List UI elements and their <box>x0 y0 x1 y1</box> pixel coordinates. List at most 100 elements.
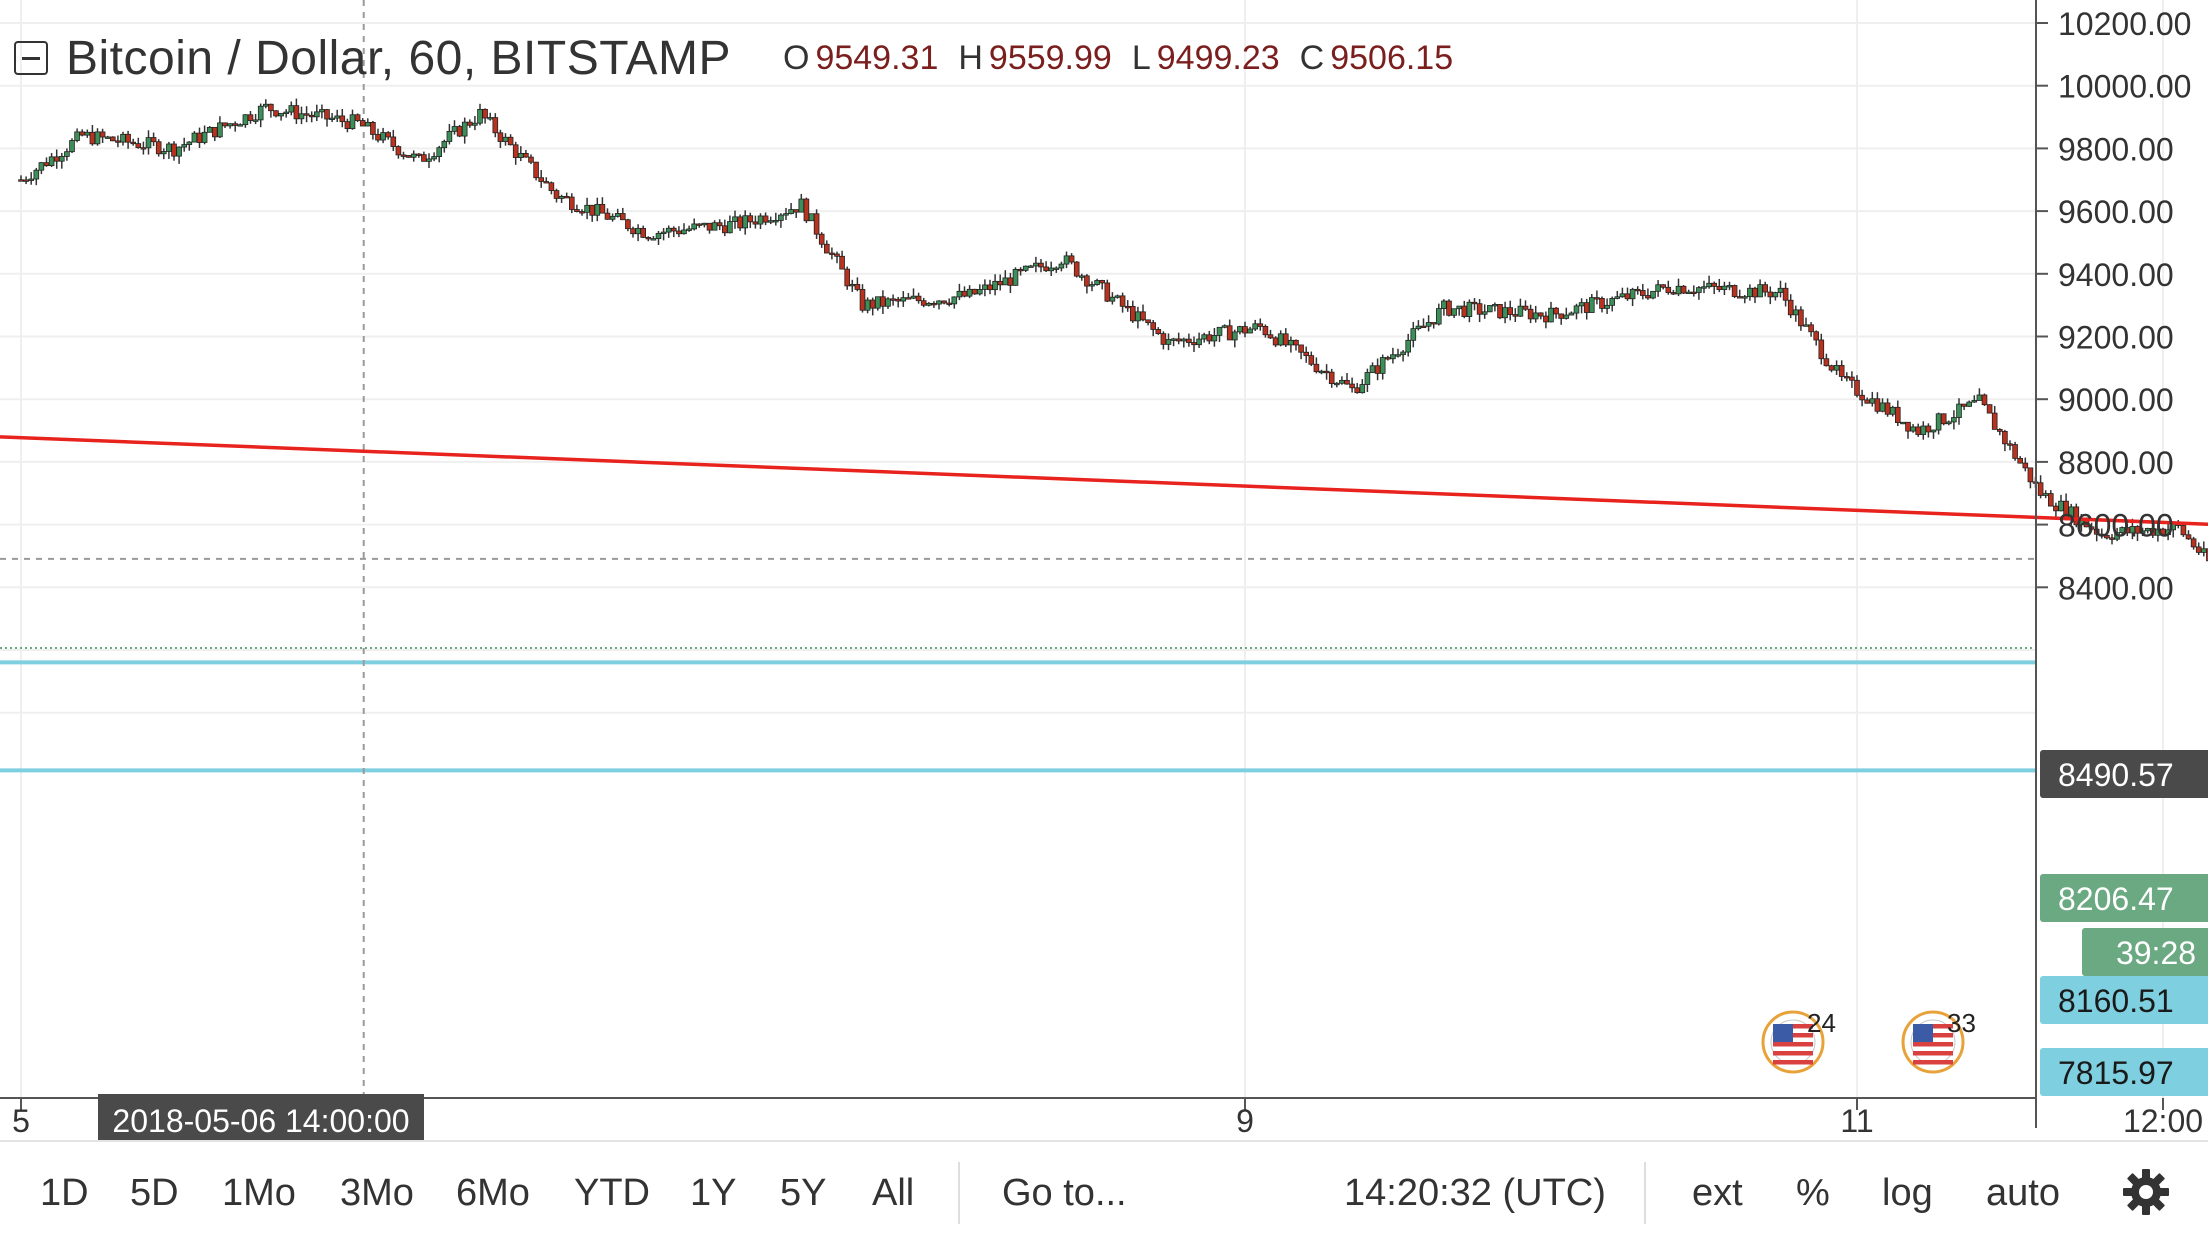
candle-down <box>528 156 534 163</box>
price-tick-label: 9400.00 <box>2058 257 2174 293</box>
candle-down <box>859 289 866 311</box>
candle-up <box>1334 382 1340 386</box>
candle-up <box>1696 287 1702 293</box>
candle-up <box>1675 285 1682 295</box>
candle-up <box>783 213 789 216</box>
price-label-box <box>2040 874 2208 922</box>
candle-down <box>1716 285 1723 290</box>
candle-up <box>1742 296 1748 299</box>
range-3mo-button[interactable]: 3Mo <box>340 1172 414 1214</box>
candle-down <box>1242 326 1248 334</box>
price-tick-label: 9000.00 <box>2058 382 2174 418</box>
candle-down <box>523 153 529 158</box>
candle-down <box>1140 311 1146 321</box>
candle-down <box>1691 291 1697 294</box>
price-axis[interactable]: 10200.00 10000.00 9800.00 9600.00 9400.00 920… <box>2035 0 2191 1128</box>
candle-down <box>563 196 570 199</box>
candle-up <box>237 124 244 127</box>
candle-up <box>1869 398 1876 404</box>
candle-up <box>1410 328 1417 341</box>
trendline[interactable] <box>0 435 2208 603</box>
candle-down <box>997 280 1003 286</box>
candle-up <box>472 122 478 126</box>
candle-down <box>1782 287 1789 301</box>
percent-scale-toggle[interactable]: % <box>1796 1172 1830 1214</box>
range-all-button[interactable]: All <box>872 1172 915 1214</box>
economic-event-badge[interactable]: 33 <box>1901 1008 1976 1074</box>
candle-up <box>1772 292 1779 298</box>
crosshair <box>0 0 2036 1098</box>
candle-up <box>181 144 188 148</box>
candle-down <box>1298 344 1304 353</box>
candle-up <box>773 220 779 223</box>
event-badges[interactable]: 24 33 <box>1761 1008 1976 1074</box>
candle-up <box>1532 312 1539 320</box>
candle-up <box>1196 338 1202 346</box>
crosshair-time-box <box>98 1094 424 1142</box>
candle-down <box>99 131 106 138</box>
candle-up <box>166 143 172 152</box>
price-label-text: 8206.47 <box>2058 881 2174 917</box>
candle-down <box>196 132 203 143</box>
range-ytd-button[interactable]: YTD <box>574 1172 650 1214</box>
candle-down <box>53 156 60 162</box>
symbol-title[interactable]: Bitcoin / Dollar, 60, BITSTAMP <box>66 31 731 85</box>
candle-down <box>405 155 412 158</box>
range-6mo-button[interactable]: 6Mo <box>456 1172 530 1214</box>
range-5y-button[interactable]: 5Y <box>780 1172 827 1214</box>
candle-up <box>1930 429 1937 433</box>
candle-up <box>635 227 641 235</box>
price-label-box <box>2082 928 2208 976</box>
candle-down <box>150 137 157 143</box>
utc-clock[interactable]: 14:20:32 (UTC) <box>1344 1172 1606 1214</box>
candle-up <box>1655 284 1661 292</box>
range-1mo-button[interactable]: 1Mo <box>222 1172 296 1214</box>
candle-up <box>451 126 458 132</box>
candle-down <box>492 117 499 134</box>
candle-down <box>854 283 861 290</box>
candle-up <box>1232 331 1238 341</box>
candle-down <box>716 222 723 227</box>
candle-down <box>1038 262 1044 268</box>
candle-up <box>1650 290 1656 299</box>
candle-down <box>211 126 218 138</box>
flag-stripe <box>1913 1060 1953 1065</box>
economic-event-badge[interactable]: 24 <box>1761 1008 1836 1074</box>
candle-up <box>1966 401 1973 407</box>
range-1y-button[interactable]: 1Y <box>690 1172 737 1214</box>
range-1d-button[interactable]: 1D <box>40 1172 89 1214</box>
candle-down <box>2022 462 2029 469</box>
extended-hours-toggle[interactable]: ext <box>1692 1172 1743 1214</box>
candle-up <box>1757 284 1763 298</box>
candle-up <box>1094 280 1100 285</box>
candle-up <box>1405 339 1412 353</box>
candle-down <box>1925 425 1932 433</box>
candle-up <box>732 216 738 222</box>
candle-up <box>1946 421 1952 425</box>
candle-up <box>1481 311 1488 315</box>
goto-date-button[interactable]: Go to... <box>1002 1172 1127 1214</box>
auto-scale-toggle[interactable]: auto <box>1986 1172 2060 1214</box>
range-5d-button[interactable]: 5D <box>130 1172 179 1214</box>
candle-down <box>1145 319 1151 324</box>
candle-down <box>1711 282 1718 287</box>
candle-down <box>482 108 488 119</box>
low-label: L <box>1131 38 1151 77</box>
log-scale-toggle[interactable]: log <box>1882 1172 1933 1214</box>
candle-down <box>1471 301 1478 305</box>
candle-up <box>1053 267 1060 270</box>
candle-up <box>1359 384 1366 394</box>
candle-down <box>354 114 361 121</box>
flag-stripe <box>1913 1051 1953 1056</box>
candle-up <box>1170 338 1177 341</box>
candle-up <box>1492 304 1498 307</box>
candle-down <box>1354 387 1361 394</box>
candle-up <box>186 141 193 145</box>
candle-down <box>247 114 254 121</box>
collapse-legend-button[interactable] <box>14 41 48 75</box>
gear-icon[interactable] <box>2118 1164 2174 1220</box>
candle-down <box>308 114 315 118</box>
price-tick-label: 10000.00 <box>2058 69 2191 105</box>
candle-down <box>1191 342 1197 346</box>
